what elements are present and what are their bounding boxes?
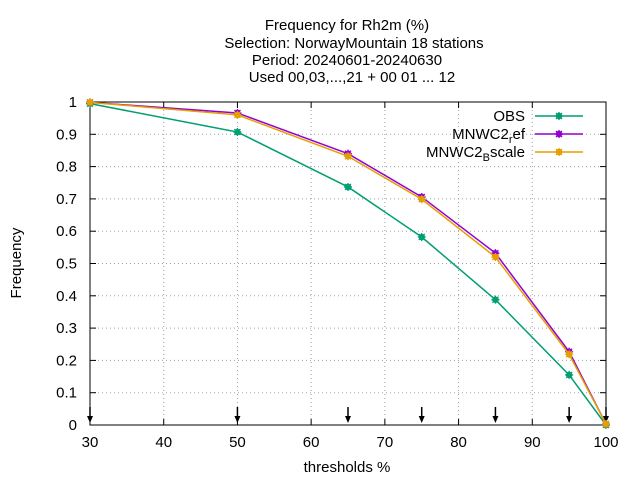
y-tick-label: 0.3	[56, 320, 77, 337]
chart-title-line-1: Frequency for Rh2m (%)	[265, 17, 429, 34]
point-star	[565, 350, 574, 359]
data-point	[417, 233, 426, 242]
chart-title-line-3: Period: 20240601-20240630	[252, 52, 442, 69]
point-star	[491, 295, 500, 304]
threshold-markers	[87, 407, 609, 423]
y-tick-label: 0.6	[56, 223, 77, 240]
point-star	[555, 148, 563, 156]
data-point	[344, 152, 352, 161]
point-star	[555, 112, 563, 120]
y-tick-label: 0.4	[56, 288, 77, 305]
y-tick-label: 0.8	[56, 159, 77, 176]
data-point	[344, 182, 352, 191]
y-axis-label: Frequency	[8, 227, 25, 298]
series-group	[86, 98, 610, 429]
data-point	[491, 295, 500, 304]
threshold-marker-head	[418, 416, 425, 423]
y-tick-label: 0.2	[56, 352, 77, 369]
threshold-marker-head	[87, 416, 93, 423]
chart-title-line-2: Selection: NorwayMountain 18 stations	[224, 35, 483, 52]
chart-title-block: Frequency for Rh2m (%) Selection: Norway…	[224, 17, 483, 86]
series-3	[86, 98, 610, 429]
x-tick-label: 40	[155, 434, 172, 451]
legend-swatch-marker	[555, 112, 563, 120]
point-star	[565, 370, 574, 379]
data-point	[233, 128, 242, 137]
point-star	[233, 110, 242, 119]
y-tick-label: 0.5	[56, 256, 77, 273]
legend-label: OBS	[493, 108, 525, 125]
threshold-marker-head	[566, 416, 573, 423]
legend-entry-3: MNWC2Bscale	[426, 144, 583, 164]
y-tick-label: 0.9	[56, 126, 77, 143]
threshold-marker-head	[234, 416, 241, 423]
threshold-marker-head	[603, 416, 609, 423]
series-2	[86, 98, 610, 429]
x-tick-label: 60	[303, 434, 320, 451]
point-star	[417, 233, 426, 242]
point-star	[344, 152, 352, 161]
point-star	[417, 195, 426, 204]
point-star	[555, 130, 563, 138]
data-point	[602, 420, 610, 429]
y-tick-label: 0.7	[56, 191, 77, 208]
x-tick-label: 30	[82, 434, 99, 451]
y-tick-label: 0.1	[56, 385, 77, 402]
legend-swatch-marker	[555, 148, 563, 156]
legend-label: MNWC2ref	[452, 126, 526, 146]
axes: 30 40 50 60 70 80 90 100 0 0.1 0.2 0.3 0.4 0.5 0.6 0.7 0…	[56, 94, 618, 451]
data-point	[86, 98, 94, 107]
threshold-marker-head	[345, 416, 351, 423]
x-tick-label: 70	[377, 434, 394, 451]
point-star	[86, 98, 94, 107]
x-tick-label: 50	[229, 434, 246, 451]
data-point	[233, 110, 242, 119]
legend-label: MNWC2Bscale	[426, 144, 525, 164]
x-tick-label: 90	[524, 434, 541, 451]
series-1	[86, 99, 610, 429]
legend-entry-1: OBS	[493, 108, 583, 125]
point-star	[233, 128, 242, 137]
x-tick-label: 80	[450, 434, 467, 451]
legend-entry-2: MNWC2ref	[452, 126, 583, 146]
point-star	[344, 182, 352, 191]
y-tick-label: 0	[69, 417, 77, 434]
data-point	[565, 370, 574, 379]
y-tick-label: 1	[69, 94, 77, 111]
chart-title-line-4: Used 00,03,...,21 + 00 01 ... 12	[249, 69, 455, 86]
threshold-marker-head	[492, 416, 499, 423]
point-star	[491, 253, 500, 262]
x-axis-label: thresholds %	[304, 459, 391, 476]
legend-swatch-marker	[555, 130, 563, 138]
point-star	[602, 420, 610, 429]
data-point	[491, 253, 500, 262]
data-point	[417, 195, 426, 204]
data-point	[565, 350, 574, 359]
x-tick-label: 100	[593, 434, 618, 451]
